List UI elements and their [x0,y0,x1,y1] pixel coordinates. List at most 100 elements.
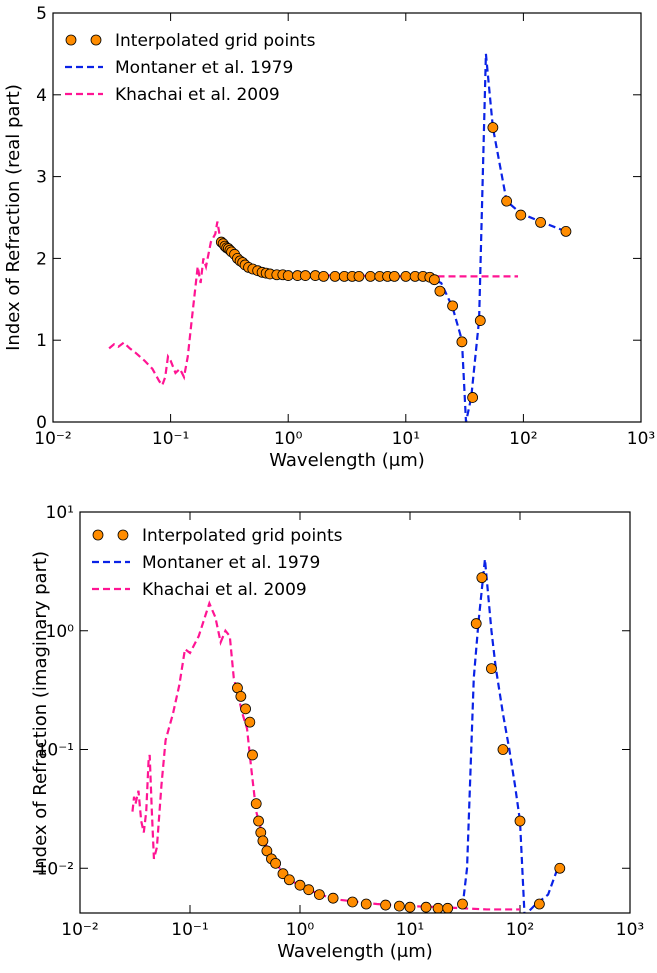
legend-entry: Khachai et al. 2009 [92,580,307,600]
series-line [461,559,559,913]
grid-point [235,691,247,702]
grid-point [393,900,405,912]
grid-point [257,835,269,847]
y-tick-label: 0 [36,413,47,433]
series-line [131,600,520,911]
grid-point [253,815,264,827]
grid-point [327,892,339,904]
grid-point [535,217,546,228]
y-tick-label: 10¹ [46,503,74,523]
grid-point [404,901,416,913]
grid-point [554,862,566,874]
grid-point [318,270,330,282]
grid-point [270,857,281,869]
legend-entry: Montaner et al. 1979 [92,553,320,573]
grid-point [299,270,311,281]
grid-point [347,896,358,908]
legend-entry: Interpolated grid points [92,526,343,546]
x-tick-label: 10⁻¹ [152,429,189,449]
plot: 10⁻² 10⁻¹ 10⁰ 10¹ 10² 10³10⁻²10⁻¹10⁰10¹Wavele… [30,503,644,962]
grid-point [303,884,315,896]
x-tick-label: 10⁻² [61,920,98,940]
legend-marker [117,529,129,541]
grid-point [294,879,306,891]
legend-entry: Interpolated grid points [65,31,316,51]
y-tick-label: 3 [36,168,47,188]
legend-label: Khachai et al. 2009 [142,580,307,600]
grid-point [497,744,509,755]
axes-frame [52,12,642,423]
grid-point [456,336,468,348]
grid-point [380,899,391,911]
y-tick-label: 2 [36,249,47,269]
legend-label: Montaner et al. 1979 [142,553,320,573]
plot-area [108,53,572,422]
grid-point [329,270,341,282]
y-axis-label: Index of Refraction (real part) [3,84,24,351]
grid-point [261,845,273,857]
grid-point [282,270,294,281]
grid-point [467,392,479,403]
grid-point [389,270,400,282]
grid-point [240,703,251,715]
plot-area [131,559,566,913]
x-tick-label: 10¹ [396,920,424,940]
y-tick-label: 10⁻² [37,859,74,879]
grid-point [434,285,446,297]
legend-label: Khachai et al. 2009 [115,85,280,105]
legend-entry: Khachai et al. 2009 [65,85,280,105]
series-line [426,53,567,422]
grid-point [353,270,365,282]
axes-frame [79,511,631,914]
grid-point [457,898,468,910]
y-tick-label: 1 [36,331,47,351]
grid-point [501,195,513,207]
grid-point [250,798,262,810]
grid-point [486,663,497,675]
legend-marker [90,34,102,46]
legend-label: Montaner et al. 1979 [115,58,293,78]
grid-point [476,572,488,584]
y-tick-label: 5 [36,4,47,24]
legend-label: Interpolated grid points [115,31,316,51]
x-tick-label: 10⁰ [274,429,303,449]
legend-marker [92,529,104,541]
grid-point [487,122,499,133]
x-axis-label: Wavelength (μm) [277,941,433,962]
grid-point [400,270,412,282]
x-tick-label: 10⁻¹ [171,920,208,940]
grid-point [447,300,458,312]
x-tick-label: 10⁻² [34,429,71,449]
grid-point [514,815,526,827]
grid-point [247,749,258,761]
x-tick-label: 10² [506,920,534,940]
grid-point [432,902,444,913]
grid-point [283,874,295,886]
grid-point [533,898,545,910]
grid-point [428,274,440,286]
y-tick-label: 10⁻¹ [37,741,74,761]
x-tick-label: 10³ [627,429,655,449]
y-tick-label: 4 [36,86,47,106]
y-tick-label: 10⁰ [46,622,75,642]
grid-point [360,898,372,910]
x-tick-label: 10² [509,429,537,449]
x-tick-label: 10³ [616,920,644,940]
grid-point [470,618,482,629]
grid-point [244,716,256,728]
x-tick-label: 10¹ [392,429,420,449]
grid-point [474,315,486,326]
grid-point [560,226,572,237]
x-tick-label: 10⁰ [286,920,315,940]
y-axis-label: Index of Refraction (imaginary part) [30,551,51,874]
plot: 10⁻² 10⁻¹ 10⁰ 10¹ 10² 10³ 0 1 2 3 4 5 Wavelength (μm… [3,4,655,471]
legend-label: Interpolated grid points [142,526,343,546]
legend-entry: Montaner et al. 1979 [65,58,293,78]
grid-point [313,889,325,901]
grid-point [442,902,454,913]
grid-point [420,901,432,913]
x-axis-label: Wavelength (μm) [269,450,425,471]
grid-point [364,270,376,282]
grid-point [515,209,527,221]
